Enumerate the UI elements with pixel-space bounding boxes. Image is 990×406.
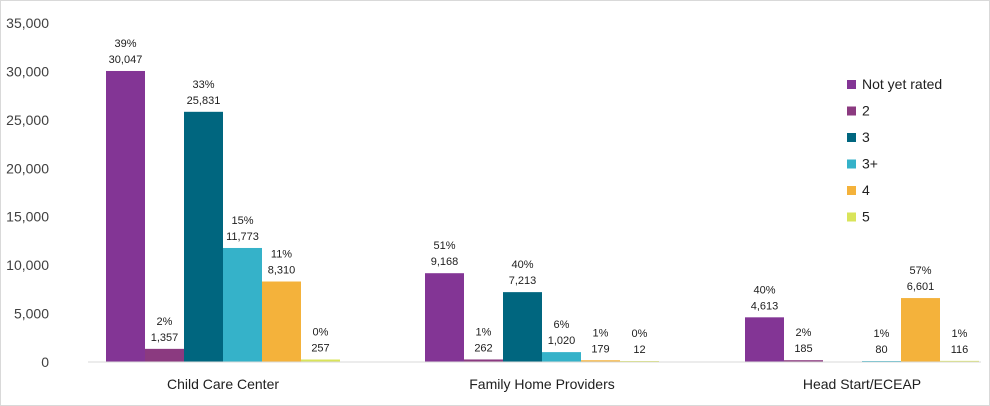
bar-2-2 — [464, 359, 503, 362]
percent-label: 11% — [271, 249, 292, 261]
percent-label: 51% — [433, 240, 455, 252]
percent-label: 1% — [593, 327, 609, 339]
value-label: 7,213 — [509, 275, 537, 287]
value-label: 25,831 — [187, 95, 221, 107]
bar-3-2 — [503, 292, 542, 362]
bar-not-yet-rated-2 — [425, 273, 464, 362]
percent-label: 0% — [313, 327, 329, 339]
bar-5-1 — [301, 359, 340, 362]
value-label: 257 — [311, 343, 329, 355]
percent-label: 0% — [632, 328, 648, 340]
bar-not-yet-rated-1 — [106, 70, 145, 363]
percent-label: 2% — [157, 316, 173, 328]
value-label: 1,020 — [548, 335, 576, 347]
y-tick-label: 20,000 — [6, 160, 49, 176]
value-label: 11,773 — [226, 231, 259, 243]
legend-swatch — [847, 186, 856, 195]
y-tick-label: 0 — [41, 354, 49, 370]
percent-label: 39% — [114, 38, 136, 50]
legend-label: 5 — [862, 209, 870, 225]
category-label: Child Care Center — [167, 376, 279, 392]
data-labels: 39% 30,047 2% 1,357 33% 25,831 15% 11,773 11% 8,3… — [109, 38, 969, 356]
bar-4-2 — [581, 360, 620, 362]
value-label: 80 — [875, 344, 887, 356]
y-tick-label: 10,000 — [6, 257, 49, 273]
bar-3-1 — [184, 111, 223, 362]
legend-label: 3 — [862, 129, 870, 145]
legend-label: 3+ — [862, 156, 878, 172]
legend-swatch — [847, 133, 856, 142]
percent-label: 6% — [554, 319, 570, 331]
value-label: 179 — [591, 343, 609, 355]
category-label: Head Start/ECEAP — [803, 376, 921, 392]
value-label: 4,613 — [751, 300, 779, 312]
value-label: 6,601 — [907, 281, 935, 293]
bar-2-3 — [784, 360, 823, 362]
x-axis: Child Care Center Family Home Providers He… — [88, 361, 981, 392]
bars — [106, 70, 979, 363]
bar-4-3 — [901, 298, 940, 362]
y-axis: 0 5,000 10,000 15,000 20,000 25,000 30,000 35,0… — [6, 15, 49, 370]
percent-label: 15% — [231, 215, 253, 227]
value-label: 1,357 — [151, 332, 179, 344]
legend-swatch — [847, 159, 856, 169]
value-label: 116 — [951, 344, 969, 356]
legend: Not yet rated 2 3 3+ 4 5 — [847, 76, 942, 225]
value-label: 185 — [794, 343, 812, 355]
percent-label: 57% — [909, 265, 931, 277]
y-tick-label: 5,000 — [14, 306, 49, 322]
value-label: 9,168 — [431, 256, 459, 268]
bar-5-3 — [940, 360, 979, 362]
y-tick-label: 35,000 — [6, 15, 49, 31]
percent-label: 1% — [476, 326, 492, 338]
percent-label: 40% — [753, 284, 775, 296]
y-tick-label: 15,000 — [6, 209, 49, 225]
percent-label: 1% — [874, 328, 890, 340]
legend-swatch — [847, 80, 856, 89]
value-label: 12 — [633, 344, 645, 356]
value-label: 8,310 — [268, 265, 296, 277]
legend-label: 4 — [862, 182, 870, 198]
legend-label: 2 — [862, 103, 870, 119]
percent-label: 2% — [796, 327, 812, 339]
percent-label: 33% — [192, 79, 214, 91]
bar-2-1 — [145, 348, 184, 362]
bar-not-yet-rated-3 — [745, 317, 784, 362]
legend-swatch — [847, 106, 856, 116]
legend-label: Not yet rated — [862, 76, 942, 92]
bar-3--2 — [542, 352, 581, 362]
y-tick-label: 30,000 — [6, 63, 49, 79]
category-label: Family Home Providers — [469, 376, 614, 392]
bar-4-1 — [262, 281, 301, 362]
legend-swatch — [847, 212, 856, 222]
value-label: 30,047 — [109, 54, 143, 66]
value-label: 262 — [474, 342, 492, 354]
y-tick-label: 25,000 — [6, 112, 49, 128]
percent-label: 1% — [952, 328, 968, 340]
percent-label: 40% — [511, 259, 533, 271]
bar-3--1 — [223, 247, 262, 362]
